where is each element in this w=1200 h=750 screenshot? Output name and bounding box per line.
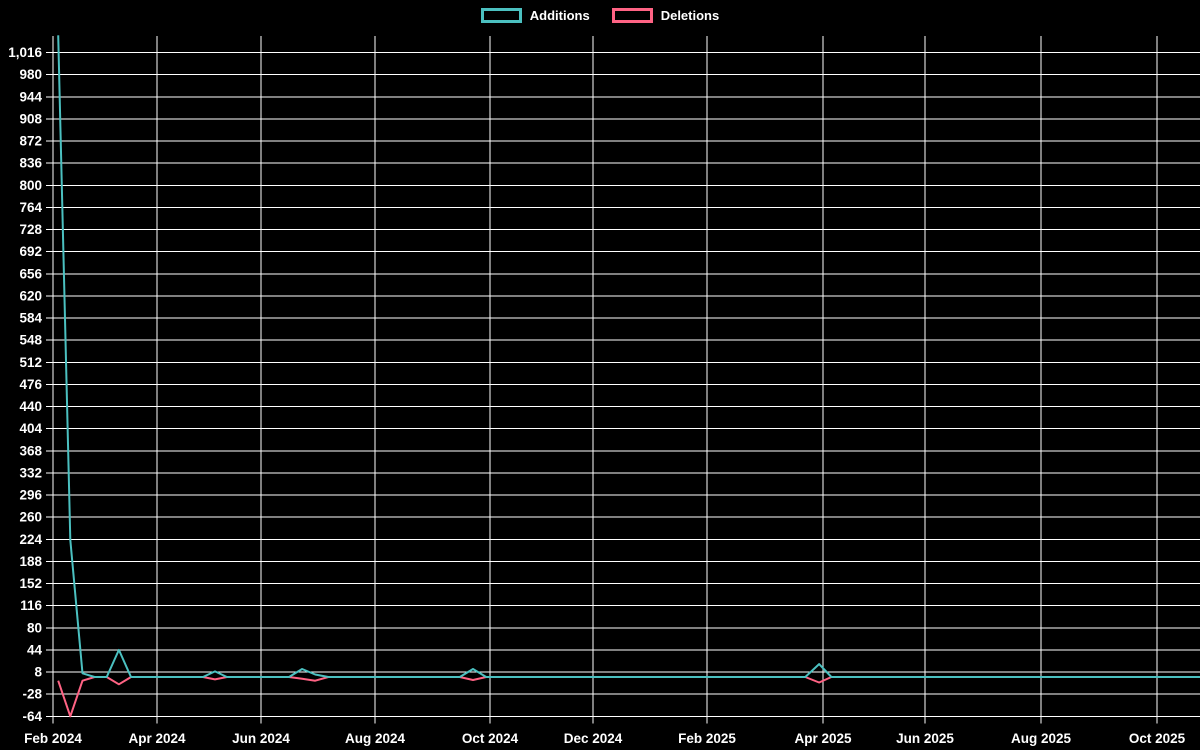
additions-line[interactable] [57,35,1200,678]
y-tick-label: 44 [27,642,43,657]
x-tick-label: Jun 2025 [896,731,954,746]
x-tick-label: Oct 2024 [462,731,519,746]
y-tick-label: 260 [19,510,42,525]
y-tick-label: 440 [19,399,42,414]
y-tick-label: 8 [34,665,42,680]
y-tick-label: 224 [19,532,42,547]
y-tick-label: 188 [19,554,42,569]
y-tick-label: 584 [19,311,42,326]
y-tick-label: 620 [19,288,42,303]
y-tick-label: 512 [19,355,42,370]
y-tick-label: -64 [22,709,42,724]
y-tick-label: 476 [19,377,42,392]
y-tick-label: 548 [19,333,42,348]
y-tick-label: 404 [19,421,42,436]
deletions-swatch-icon [611,8,653,23]
y-tick-label: 332 [19,465,42,480]
additions-swatch-icon [480,8,522,23]
y-tick-label: 836 [19,156,42,171]
x-tick-label: Aug 2025 [1011,731,1072,746]
x-tick-label: Aug 2024 [345,731,406,746]
y-tick-label: 908 [19,111,42,126]
x-tick-label: Feb 2025 [678,731,736,746]
x-tick-label: Apr 2025 [794,731,852,746]
y-tick-label: 296 [19,488,42,503]
y-tick-label: 764 [19,200,42,215]
x-tick-label: Feb 2024 [24,731,82,746]
y-tick-label: 152 [19,576,42,591]
chart-legend: Additions Deletions [0,7,1200,24]
y-tick-label: 656 [19,266,42,281]
legend-item-deletions[interactable]: Deletions [611,7,720,24]
x-tick-label: Jun 2024 [232,731,290,746]
y-tick-label: 872 [19,134,42,149]
x-tick-label: Dec 2024 [564,731,623,746]
y-tick-label: 80 [27,620,42,635]
y-tick-label: 368 [19,443,42,458]
y-tick-label: 1,016 [8,45,42,60]
y-tick-label: 116 [20,598,42,613]
legend-label-additions: Additions [529,8,590,23]
y-tick-label: 944 [19,89,42,104]
y-tick-label: 980 [19,67,42,82]
deletions-line[interactable] [57,676,1200,718]
y-tick-label: -28 [22,687,42,702]
y-tick-label: 800 [19,178,42,193]
y-tick-label: 692 [19,244,42,259]
x-tick-label: Apr 2024 [128,731,186,746]
legend-item-additions[interactable]: Additions [480,7,590,24]
legend-label-deletions: Deletions [660,8,720,23]
x-tick-label: Oct 2025 [1129,731,1186,746]
y-tick-label: 728 [19,222,42,237]
